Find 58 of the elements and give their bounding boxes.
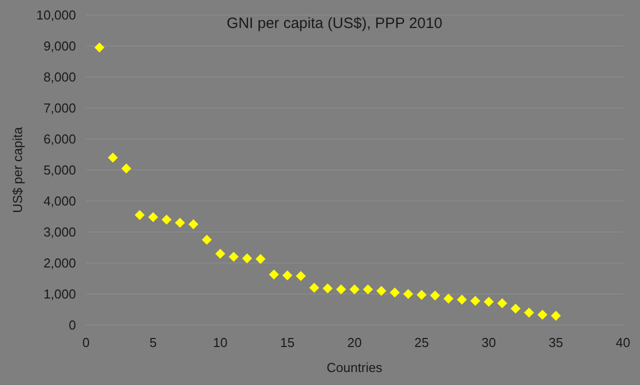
point xyxy=(268,269,279,280)
x-tick-label: 35 xyxy=(548,335,564,350)
y-tick-label: 6,000 xyxy=(43,132,76,147)
point xyxy=(470,296,480,306)
point xyxy=(162,214,172,225)
point xyxy=(403,289,414,299)
x-tick-label: 30 xyxy=(482,335,496,350)
point xyxy=(416,290,427,300)
point xyxy=(148,212,158,222)
x-tick-label: 20 xyxy=(347,335,362,350)
y-tick-label: 2,000 xyxy=(43,256,76,271)
point xyxy=(322,283,333,294)
x-tick-label: 40 xyxy=(616,335,630,350)
point xyxy=(134,210,145,220)
y-tick-label: 5,000 xyxy=(43,162,76,178)
y-tick-label: 4,000 xyxy=(43,194,76,209)
point xyxy=(456,294,467,305)
point xyxy=(242,253,252,264)
y-axis-title: US$ per capita xyxy=(10,126,25,213)
point xyxy=(430,290,440,301)
point xyxy=(390,287,400,298)
y-tick-label: 0 xyxy=(68,318,76,333)
y-tick-label: 10,000 xyxy=(36,8,76,23)
y-tick-label: 9,000 xyxy=(43,38,76,54)
y-tick-label: 7,000 xyxy=(43,100,76,116)
point xyxy=(362,284,373,294)
point xyxy=(309,282,320,293)
point xyxy=(350,284,360,294)
point xyxy=(174,218,185,228)
point xyxy=(256,254,266,264)
chart-title: GNI per capita (US$), PPP 2010 xyxy=(226,15,442,32)
point xyxy=(202,234,212,245)
point xyxy=(537,310,548,320)
x-tick-label: 25 xyxy=(414,335,429,350)
x-axis-title: Countries xyxy=(326,360,383,375)
point xyxy=(296,271,306,282)
point xyxy=(94,42,104,53)
x-tick-label: 15 xyxy=(280,335,295,350)
x-tick-label: 5 xyxy=(150,335,157,350)
point xyxy=(484,296,494,307)
point xyxy=(443,294,454,304)
x-tick-label: 10 xyxy=(213,335,228,350)
point xyxy=(108,152,118,163)
point xyxy=(188,219,198,230)
point xyxy=(282,270,292,280)
x-tick-label: 0 xyxy=(82,335,90,350)
y-tick-label: 1,000 xyxy=(43,286,76,302)
y-tick-label: 8,000 xyxy=(43,70,76,85)
point xyxy=(376,286,386,296)
point xyxy=(550,310,561,321)
point xyxy=(497,298,508,308)
point xyxy=(121,163,132,174)
y-tick-label: 3,000 xyxy=(43,224,76,240)
point xyxy=(524,308,534,318)
point xyxy=(228,252,239,262)
point xyxy=(336,284,346,294)
point xyxy=(510,304,521,314)
point xyxy=(215,248,226,259)
